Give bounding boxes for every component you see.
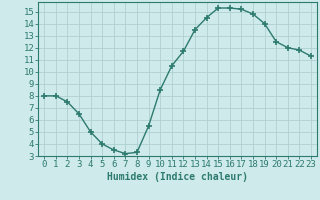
X-axis label: Humidex (Indice chaleur): Humidex (Indice chaleur) (107, 172, 248, 182)
